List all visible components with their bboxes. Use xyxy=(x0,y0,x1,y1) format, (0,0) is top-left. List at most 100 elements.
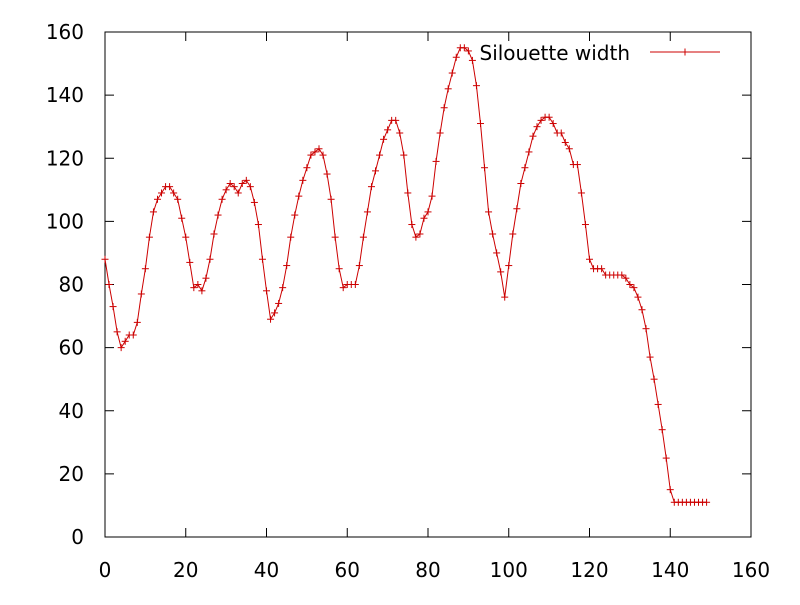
data-point xyxy=(230,183,238,191)
data-point xyxy=(476,120,484,128)
axes-layer: 0 20 40 60 80 100 120 140 160 0 20 40 60 80 100 120 140 1… xyxy=(46,20,770,582)
data-point xyxy=(529,132,537,140)
y-tick-label: 40 xyxy=(59,399,84,423)
data-point xyxy=(323,170,331,178)
data-point xyxy=(452,53,460,61)
data-point xyxy=(630,284,638,292)
data-point xyxy=(291,211,299,219)
data-point xyxy=(121,337,129,345)
data-point xyxy=(267,315,275,323)
data-point xyxy=(113,328,121,336)
data-point xyxy=(327,195,335,203)
data-point xyxy=(339,284,347,292)
data-point xyxy=(468,56,476,64)
data-point xyxy=(331,233,339,241)
y-tick-label: 160 xyxy=(46,20,84,44)
data-point xyxy=(396,129,404,137)
data-point xyxy=(565,145,573,153)
data-point xyxy=(392,116,400,124)
data-point xyxy=(218,195,226,203)
data-point xyxy=(436,129,444,137)
data-point xyxy=(537,116,545,124)
data-point xyxy=(295,192,303,200)
data-point xyxy=(101,255,109,263)
data-point xyxy=(141,265,149,273)
data-point xyxy=(319,151,327,159)
data-point xyxy=(133,318,141,326)
data-point xyxy=(634,293,642,301)
data-point xyxy=(263,287,270,295)
x-tick-label: 60 xyxy=(335,558,360,582)
data-point xyxy=(464,47,472,55)
series-layer xyxy=(101,44,711,506)
plot-frame xyxy=(104,31,752,538)
data-point xyxy=(485,208,493,216)
data-point xyxy=(137,290,145,298)
data-point xyxy=(299,176,307,184)
data-point xyxy=(242,176,250,184)
data-point xyxy=(311,148,319,156)
data-point xyxy=(517,180,525,187)
x-tick-label: 100 xyxy=(490,558,528,582)
data-point xyxy=(521,164,529,172)
data-point xyxy=(153,195,161,203)
data-point xyxy=(638,306,646,314)
data-point xyxy=(703,498,711,506)
data-point xyxy=(117,344,125,352)
data-point xyxy=(549,120,557,128)
data-point xyxy=(202,274,210,282)
data-point xyxy=(355,262,363,270)
data-point xyxy=(646,353,654,361)
data-point xyxy=(581,221,589,229)
data-point xyxy=(198,287,206,295)
data-point xyxy=(658,426,666,434)
y-tick-label: 120 xyxy=(46,146,84,170)
data-point xyxy=(351,281,359,288)
data-point xyxy=(412,233,420,241)
x-tick-label: 0 xyxy=(99,558,112,582)
data-point xyxy=(238,180,246,187)
data-point xyxy=(408,221,416,229)
data-point xyxy=(178,214,186,222)
data-point xyxy=(416,230,424,238)
data-point xyxy=(598,265,606,273)
x-tick-label: 140 xyxy=(651,558,689,582)
data-point xyxy=(428,192,436,200)
data-point xyxy=(472,82,480,90)
data-point xyxy=(109,303,117,311)
data-point xyxy=(246,183,254,191)
data-point xyxy=(577,189,585,197)
data-point xyxy=(254,221,262,229)
data-point xyxy=(271,309,279,317)
data-point xyxy=(279,284,287,292)
data-point xyxy=(287,233,295,241)
data-point xyxy=(505,262,513,270)
data-point xyxy=(497,268,505,276)
data-point xyxy=(335,265,343,273)
data-point xyxy=(206,255,214,263)
data-point xyxy=(509,230,517,238)
data-point xyxy=(654,400,662,408)
data-point xyxy=(561,138,569,146)
y-tick-label: 100 xyxy=(46,209,84,233)
data-point xyxy=(372,167,380,175)
x-tick-label: 160 xyxy=(732,558,770,582)
data-point xyxy=(226,180,234,187)
data-point xyxy=(258,255,266,263)
data-point xyxy=(400,151,408,159)
data-point xyxy=(222,186,230,194)
data-point xyxy=(186,258,194,266)
x-tick-label: 20 xyxy=(173,558,198,582)
data-point xyxy=(190,284,198,292)
y-tick-label: 20 xyxy=(59,462,84,486)
data-point xyxy=(275,299,283,307)
data-point xyxy=(315,145,323,153)
data-point xyxy=(182,233,190,241)
data-point xyxy=(307,151,315,159)
data-point xyxy=(210,230,218,238)
legend: Silouette width xyxy=(480,41,720,65)
y-tick-label: 60 xyxy=(59,336,84,360)
data-point xyxy=(501,293,509,301)
data-point xyxy=(384,126,392,134)
data-point xyxy=(448,69,456,77)
